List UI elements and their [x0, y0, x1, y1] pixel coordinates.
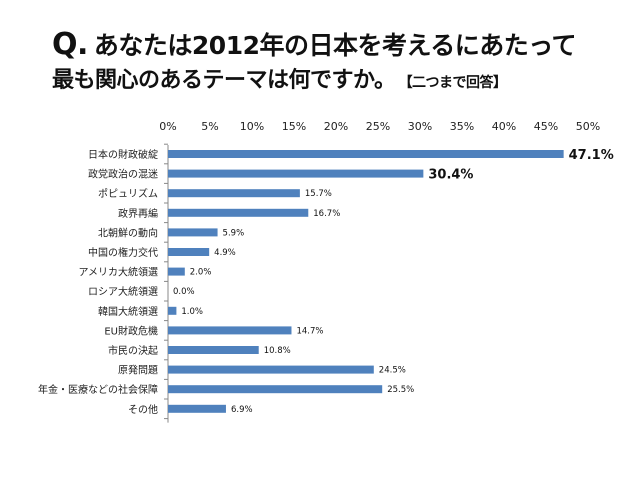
title-text-2: 最も関心のあるテーマは何ですか。	[52, 68, 396, 93]
x-tick-label: 40%	[492, 120, 516, 133]
x-tick-label: 35%	[450, 120, 474, 133]
bar	[168, 267, 185, 276]
bar	[168, 326, 292, 335]
data-label: 4.9%	[214, 248, 236, 258]
x-tick-label: 15%	[282, 120, 306, 133]
data-label: 1.0%	[181, 307, 203, 317]
data-label: 24.5%	[379, 366, 406, 376]
bar	[168, 306, 177, 315]
x-tick-label: 25%	[366, 120, 390, 133]
title-prefix: Q.	[52, 27, 88, 62]
category-label: ロシア大統領選	[88, 285, 158, 298]
data-label: 0.0%	[173, 287, 195, 297]
data-label: 2.0%	[190, 268, 212, 278]
data-label: 30.4%	[428, 168, 473, 183]
bar	[168, 150, 564, 158]
category-label: ポピュリズム	[98, 187, 158, 200]
data-label: 5.9%	[223, 228, 245, 238]
data-label: 6.9%	[231, 405, 253, 415]
category-label: 日本の財政破綻	[88, 148, 158, 161]
bar	[168, 346, 259, 354]
bar	[168, 365, 374, 374]
data-label: 14.7%	[296, 326, 323, 336]
data-label: 10.8%	[264, 346, 291, 356]
bar	[168, 248, 210, 256]
bar	[168, 208, 309, 217]
data-label: 47.1%	[569, 148, 614, 163]
category-label: 市民の決起	[108, 344, 158, 357]
chart-title-line2: 最も関心のあるテーマは何ですか。 【二つまで回答】	[52, 62, 507, 94]
bar	[168, 169, 424, 178]
x-tick-label: 30%	[408, 120, 432, 133]
category-label: 年金・医療などの社会保障	[38, 383, 158, 396]
category-label: その他	[128, 403, 158, 416]
title-text-1: あなたは2012年の日本を考えるにあたって	[93, 31, 577, 60]
category-label: 政党政治の混迷	[88, 168, 158, 181]
chart-title-line1: Q. あなたは2012年の日本を考えるにあたって	[52, 26, 577, 62]
x-tick-label: 0%	[159, 120, 176, 133]
x-tick-label: 20%	[324, 120, 348, 133]
category-label: 政界再編	[118, 207, 158, 220]
category-label: 北朝鮮の動向	[98, 226, 158, 239]
bar	[168, 189, 300, 198]
x-tick-label: 50%	[576, 120, 600, 133]
category-label: EU財政危機	[104, 324, 158, 337]
bar	[168, 404, 226, 413]
category-label: アメリカ大統領選	[79, 266, 159, 279]
title-note: 【二つまで回答】	[405, 75, 508, 91]
data-label: 16.7%	[313, 209, 340, 219]
category-label: 中国の権力交代	[88, 246, 158, 259]
bar	[168, 385, 383, 394]
bar	[168, 228, 218, 237]
x-tick-label: 5%	[201, 120, 218, 133]
data-label: 15.7%	[305, 189, 332, 199]
category-label: 韓国大統領選	[98, 305, 158, 318]
x-tick-label: 45%	[534, 120, 558, 133]
category-label: 原発問題	[118, 364, 158, 377]
x-tick-label: 10%	[240, 120, 264, 133]
data-label: 25.5%	[387, 385, 414, 395]
